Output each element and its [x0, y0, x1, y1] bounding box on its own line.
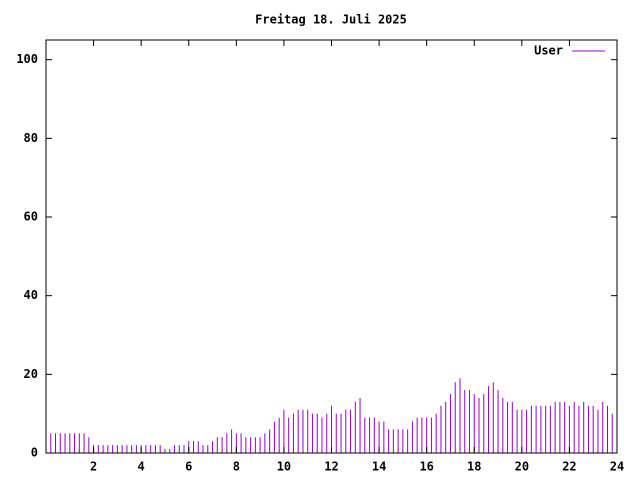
y-tick-label: 80 — [24, 131, 38, 145]
y-tick-label: 20 — [24, 367, 38, 381]
x-tick-label: 22 — [562, 460, 576, 474]
y-tick-label: 60 — [24, 210, 38, 224]
x-tick-label: 10 — [277, 460, 291, 474]
y-tick-label: 0 — [31, 446, 38, 460]
chart-title: Freitag 18. Juli 2025 — [255, 13, 407, 27]
y-tick-label: 40 — [24, 288, 38, 302]
x-tick-label: 2 — [90, 460, 97, 474]
x-tick-label: 18 — [467, 460, 481, 474]
x-tick-label: 6 — [185, 460, 192, 474]
x-tick-label: 24 — [610, 460, 624, 474]
x-tick-label: 16 — [419, 460, 433, 474]
x-tick-label: 14 — [372, 460, 386, 474]
legend-label: User — [534, 44, 563, 58]
x-tick-label: 8 — [233, 460, 240, 474]
y-tick-label: 100 — [16, 52, 38, 66]
x-tick-label: 20 — [515, 460, 529, 474]
x-tick-label: 4 — [138, 460, 145, 474]
x-tick-label: 12 — [324, 460, 338, 474]
